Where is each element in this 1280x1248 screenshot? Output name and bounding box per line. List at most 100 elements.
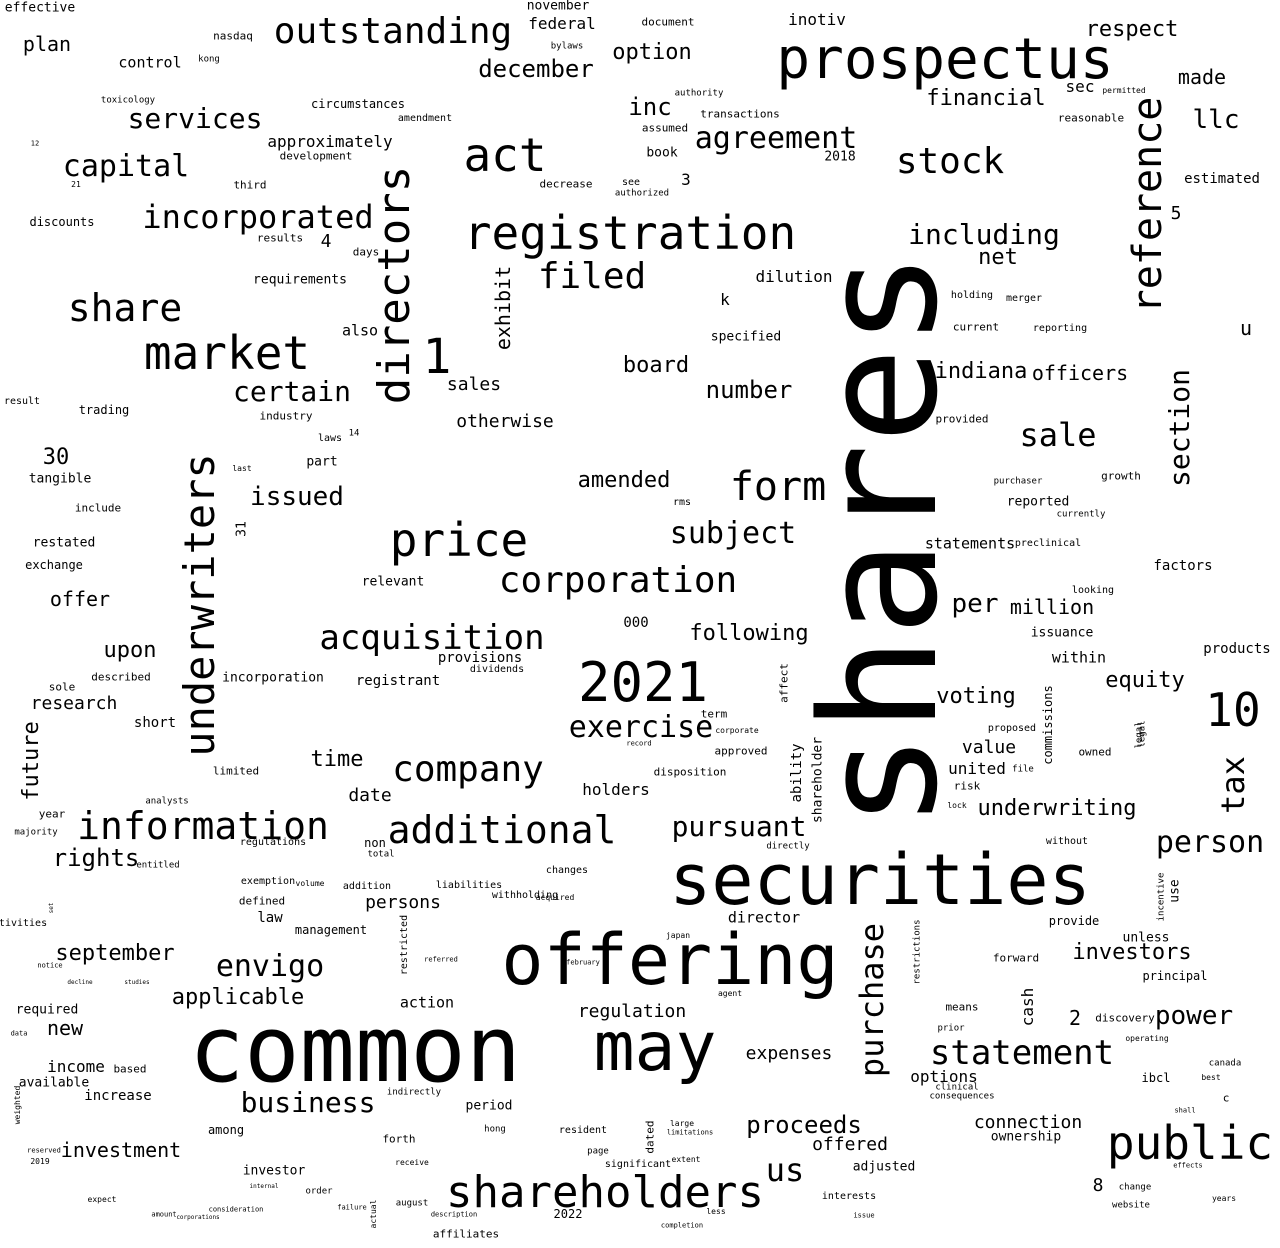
word: shall bbox=[1174, 1106, 1196, 1115]
word: affiliates bbox=[432, 1227, 500, 1241]
word: consequences bbox=[929, 1091, 995, 1102]
word: clinical bbox=[935, 1082, 979, 1093]
word: consideration bbox=[208, 1205, 264, 1214]
word: ability bbox=[789, 743, 805, 803]
word: results bbox=[256, 231, 304, 245]
word: part bbox=[306, 454, 338, 470]
word: incorporation bbox=[222, 670, 324, 686]
word: inotiv bbox=[788, 10, 846, 29]
word: indiana bbox=[934, 359, 1028, 384]
word: page bbox=[587, 1146, 609, 1157]
word: public bbox=[1106, 1116, 1274, 1170]
word: laws bbox=[317, 433, 343, 444]
word: amended bbox=[577, 468, 671, 493]
word: issuance bbox=[1030, 625, 1094, 641]
word: ibcl bbox=[1141, 1071, 1171, 1085]
word: operating bbox=[1125, 1034, 1169, 1043]
word: limited bbox=[212, 764, 260, 778]
word: industry bbox=[259, 409, 313, 423]
word: 21 bbox=[71, 180, 81, 189]
word: additional bbox=[387, 808, 617, 852]
word: within bbox=[1051, 648, 1107, 667]
word: internal bbox=[249, 1183, 279, 1190]
word: rights bbox=[52, 844, 140, 872]
word: effects bbox=[1173, 1161, 1203, 1170]
word: interests bbox=[821, 1191, 877, 1202]
word: following bbox=[689, 621, 809, 646]
word: provide bbox=[1048, 914, 1100, 928]
word: rms bbox=[672, 497, 692, 508]
word: available bbox=[18, 1075, 90, 1091]
word: dated bbox=[643, 1120, 657, 1154]
word: exercise bbox=[568, 710, 714, 745]
word: filed bbox=[537, 256, 647, 297]
word: file bbox=[1012, 764, 1034, 775]
word: expect bbox=[87, 1195, 117, 1204]
word: forward bbox=[992, 951, 1040, 965]
word: million bbox=[1009, 595, 1095, 619]
word: affect bbox=[777, 663, 791, 703]
word: actual bbox=[369, 1199, 378, 1229]
word: united bbox=[948, 759, 1006, 778]
word: period bbox=[465, 1098, 513, 1114]
word: federal bbox=[528, 14, 596, 33]
word: hong bbox=[484, 1124, 506, 1135]
word: bylaws bbox=[550, 41, 584, 52]
word: website bbox=[1112, 1200, 1150, 1211]
word: currently bbox=[1056, 509, 1106, 520]
word: upon bbox=[103, 638, 157, 663]
word: offered bbox=[812, 1134, 888, 1155]
word: extent bbox=[671, 1155, 701, 1164]
word: authorized bbox=[614, 188, 670, 199]
word: disposition bbox=[653, 765, 727, 779]
word: commissions bbox=[1041, 685, 1055, 765]
word: 10 bbox=[1205, 683, 1261, 737]
word: requirements bbox=[253, 272, 347, 288]
word: decline bbox=[67, 979, 93, 986]
word: expenses bbox=[745, 1043, 833, 1064]
word: time bbox=[310, 747, 364, 772]
word: respect bbox=[1085, 17, 1179, 42]
word: proceeds bbox=[746, 1111, 862, 1139]
word: data bbox=[10, 1029, 28, 1038]
word: prior bbox=[937, 1023, 965, 1034]
word: tangible bbox=[28, 471, 92, 487]
word: best bbox=[1201, 1073, 1221, 1082]
word: discovery bbox=[1095, 1011, 1155, 1025]
word: share bbox=[67, 286, 183, 330]
word: pursuant bbox=[671, 810, 807, 843]
word: adjusted bbox=[852, 1159, 916, 1175]
word: risk bbox=[953, 779, 981, 793]
word: owned bbox=[1078, 745, 1112, 759]
word: large bbox=[669, 1119, 695, 1128]
word: authority bbox=[674, 88, 724, 99]
word: acquisition bbox=[319, 618, 545, 658]
word: amendment bbox=[397, 113, 453, 124]
word: tax bbox=[1214, 756, 1252, 814]
word: less bbox=[706, 1207, 726, 1216]
word: information bbox=[77, 804, 329, 848]
word: preclinical bbox=[1014, 538, 1082, 549]
word: looking bbox=[1071, 585, 1115, 596]
word: completion bbox=[660, 1221, 704, 1230]
word: shareholder bbox=[810, 736, 826, 824]
word: power bbox=[1154, 1001, 1234, 1031]
word: option bbox=[612, 40, 692, 65]
word: sales bbox=[446, 374, 502, 395]
word: dilution bbox=[755, 267, 833, 286]
word: year bbox=[38, 807, 66, 821]
word: means bbox=[945, 1000, 979, 1014]
word: k bbox=[720, 290, 730, 309]
word: document bbox=[641, 15, 695, 29]
word: referred bbox=[424, 955, 458, 964]
word: years bbox=[1211, 1194, 1237, 1203]
word: registration bbox=[463, 206, 797, 260]
word: sole bbox=[48, 680, 76, 694]
word: notice bbox=[37, 961, 63, 970]
word: indirectly bbox=[386, 1087, 442, 1098]
word: llc bbox=[1192, 105, 1240, 135]
word: set bbox=[48, 902, 55, 914]
word: withholding bbox=[491, 890, 559, 901]
word: income bbox=[47, 1057, 105, 1076]
